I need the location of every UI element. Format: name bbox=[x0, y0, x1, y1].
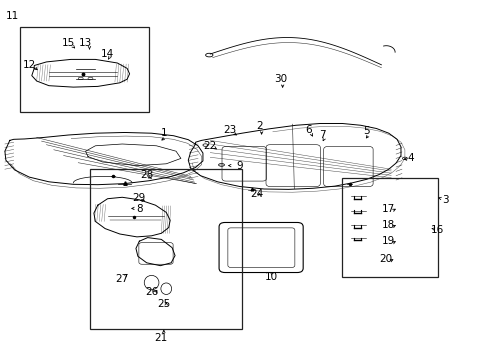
Text: 10: 10 bbox=[264, 272, 277, 282]
Text: 16: 16 bbox=[430, 225, 444, 235]
Text: 21: 21 bbox=[154, 333, 168, 343]
Text: 11: 11 bbox=[5, 11, 19, 21]
Text: 1: 1 bbox=[160, 128, 167, 138]
Text: 2: 2 bbox=[255, 121, 262, 131]
Text: 6: 6 bbox=[304, 125, 311, 135]
Text: 13: 13 bbox=[79, 38, 92, 48]
Text: 29: 29 bbox=[132, 193, 146, 203]
Text: 24: 24 bbox=[249, 189, 263, 199]
Text: 7: 7 bbox=[319, 130, 325, 140]
Text: 25: 25 bbox=[157, 299, 170, 309]
Text: 4: 4 bbox=[407, 153, 413, 163]
Text: 22: 22 bbox=[203, 141, 217, 151]
Text: 9: 9 bbox=[236, 161, 243, 171]
Text: 28: 28 bbox=[140, 170, 153, 180]
Bar bbox=[90, 169, 242, 329]
Text: 14: 14 bbox=[101, 49, 114, 59]
Text: 30: 30 bbox=[274, 74, 287, 84]
Text: 12: 12 bbox=[22, 60, 36, 70]
Text: 19: 19 bbox=[381, 236, 395, 246]
Bar bbox=[342, 178, 437, 277]
Text: 17: 17 bbox=[381, 204, 395, 214]
Bar bbox=[20, 27, 149, 112]
Text: 20: 20 bbox=[379, 254, 392, 264]
Text: 8: 8 bbox=[136, 204, 142, 214]
Text: 15: 15 bbox=[61, 38, 75, 48]
Text: 26: 26 bbox=[144, 287, 158, 297]
Text: 5: 5 bbox=[363, 126, 369, 136]
Text: 3: 3 bbox=[441, 195, 447, 205]
Text: 18: 18 bbox=[381, 220, 395, 230]
Text: 23: 23 bbox=[223, 125, 236, 135]
Text: 27: 27 bbox=[115, 274, 129, 284]
